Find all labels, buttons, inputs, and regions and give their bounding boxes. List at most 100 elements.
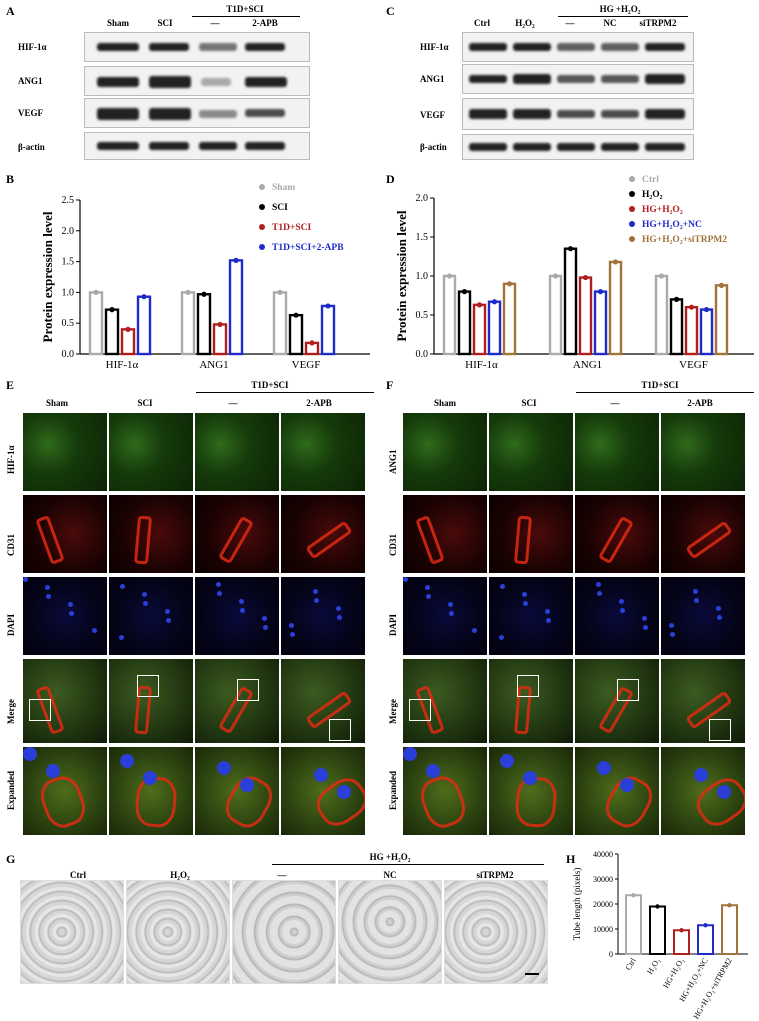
grid-f-group-line [576, 392, 754, 393]
bar [608, 260, 623, 356]
legend-marker [629, 221, 635, 227]
y-tick-label: 2.0 [62, 226, 75, 237]
nucleus [425, 585, 430, 590]
blot-a-group: T1D+SCI [226, 4, 264, 14]
x-tick-label: VEGF [292, 359, 321, 371]
data-point [201, 291, 207, 297]
blot-c-col-h2o2: H₂O₂ [515, 18, 535, 28]
legend-marker [629, 236, 635, 242]
micrograph-tile [22, 494, 108, 574]
zoom-box [517, 675, 539, 697]
micrograph-tile [22, 412, 108, 492]
micrograph-tile [402, 412, 488, 492]
y-tick-label: 0.5 [416, 310, 429, 321]
nucleus [143, 771, 157, 785]
blot-a-row-vegf: VEGF [18, 108, 44, 118]
data-point [476, 302, 483, 308]
tube-col-hg: — [277, 870, 287, 880]
blot-c-row-hif: HIF-1α [420, 42, 449, 52]
bar [272, 291, 288, 356]
y-tick-label: 0.0 [416, 349, 429, 360]
data-point [185, 289, 191, 295]
panel-label-b: B [6, 172, 15, 186]
y-axis-label: Protein expression level [394, 210, 409, 341]
tube-col-nc: NC [383, 870, 397, 880]
nucleus [337, 615, 342, 620]
legend-marker [259, 224, 265, 230]
legend-marker [259, 244, 265, 250]
panel-label-a: A [6, 4, 15, 18]
bar [721, 904, 738, 955]
chart-d: 0.0 0.5 1.0 1.5 2.0 Protein expression level H… [394, 175, 754, 371]
micrograph-tile [402, 746, 488, 836]
bar [180, 291, 196, 356]
panel-label-e: E [6, 378, 15, 392]
y-tick-label: 1.0 [62, 287, 75, 298]
zoom-box [617, 679, 639, 701]
data-point [491, 299, 498, 305]
blot-c-strip-hif [462, 32, 694, 62]
tube-col-ctrl: Ctrl [70, 870, 86, 880]
tube-image-nc [338, 880, 442, 984]
nucleus [314, 598, 319, 603]
grid-e-col-t1d: — [228, 398, 238, 408]
nucleus [500, 584, 505, 589]
bar [442, 274, 457, 356]
bar [472, 303, 487, 356]
grid-f-row-dapi: DAPI [388, 614, 398, 636]
blot-c-strip-ang1 [462, 64, 694, 94]
micrograph-tile [660, 412, 746, 492]
data-point [233, 257, 239, 263]
legend-label: H₂O₂ [642, 190, 663, 200]
y-tick-label: 20000 [593, 900, 613, 909]
bar [578, 276, 593, 356]
grid-e-row-cd31: CD31 [6, 534, 16, 556]
nucleus [68, 602, 73, 607]
blot-c-row-ang1: ANG1 [420, 74, 445, 84]
bar [654, 274, 669, 356]
micrograph-tile [108, 746, 194, 836]
micrograph-tile [402, 576, 488, 656]
data-point [703, 306, 710, 313]
nucleus [45, 585, 50, 590]
x-tick-label: Ctrl [624, 956, 638, 972]
micrograph-tile [488, 746, 574, 836]
nucleus [46, 764, 60, 778]
y-tick-label: 2.5 [62, 195, 75, 206]
bar [288, 313, 304, 356]
legend-marker [629, 206, 635, 212]
zoom-box [409, 699, 431, 721]
y-tick-label: 0.0 [62, 349, 75, 360]
zoom-box [709, 719, 731, 741]
micrograph-tile [194, 412, 280, 492]
grid-e-row-merge: Merge [6, 699, 16, 724]
legend-label: HG+H₂O₂ [642, 205, 683, 215]
nucleus [46, 594, 51, 599]
panel-label-d: D [386, 172, 395, 186]
grid-e-col-sham: Sham [45, 398, 68, 408]
x-tick-label: ANG1 [199, 359, 228, 371]
nucleus [336, 606, 341, 611]
nucleus [120, 584, 125, 589]
blot-c-strip-actin [462, 134, 694, 160]
micrograph-tile [488, 658, 574, 744]
micrograph-tile [574, 746, 660, 836]
bar [699, 308, 714, 356]
nucleus [166, 618, 171, 623]
grid-f-col-2apb: 2-APB [687, 398, 713, 408]
blot-a-col-2apb: 2-APB [252, 18, 278, 28]
nucleus [619, 599, 624, 604]
tube-image-h2o2 [126, 880, 230, 984]
vessel-signal [133, 515, 153, 565]
nucleus [717, 615, 722, 620]
x-tick-label: HIF-1α [465, 359, 498, 371]
micrograph-tile [108, 658, 194, 744]
nucleus [717, 785, 731, 799]
y-tick-label: 2.0 [416, 193, 429, 204]
blot-c-col-nc: NC [603, 18, 617, 28]
legend-label: T1D+SCI [272, 223, 312, 233]
bar [625, 894, 642, 955]
blot-c-strip-vegf [462, 98, 694, 130]
bar [714, 284, 729, 356]
micrograph-tile [194, 494, 280, 574]
